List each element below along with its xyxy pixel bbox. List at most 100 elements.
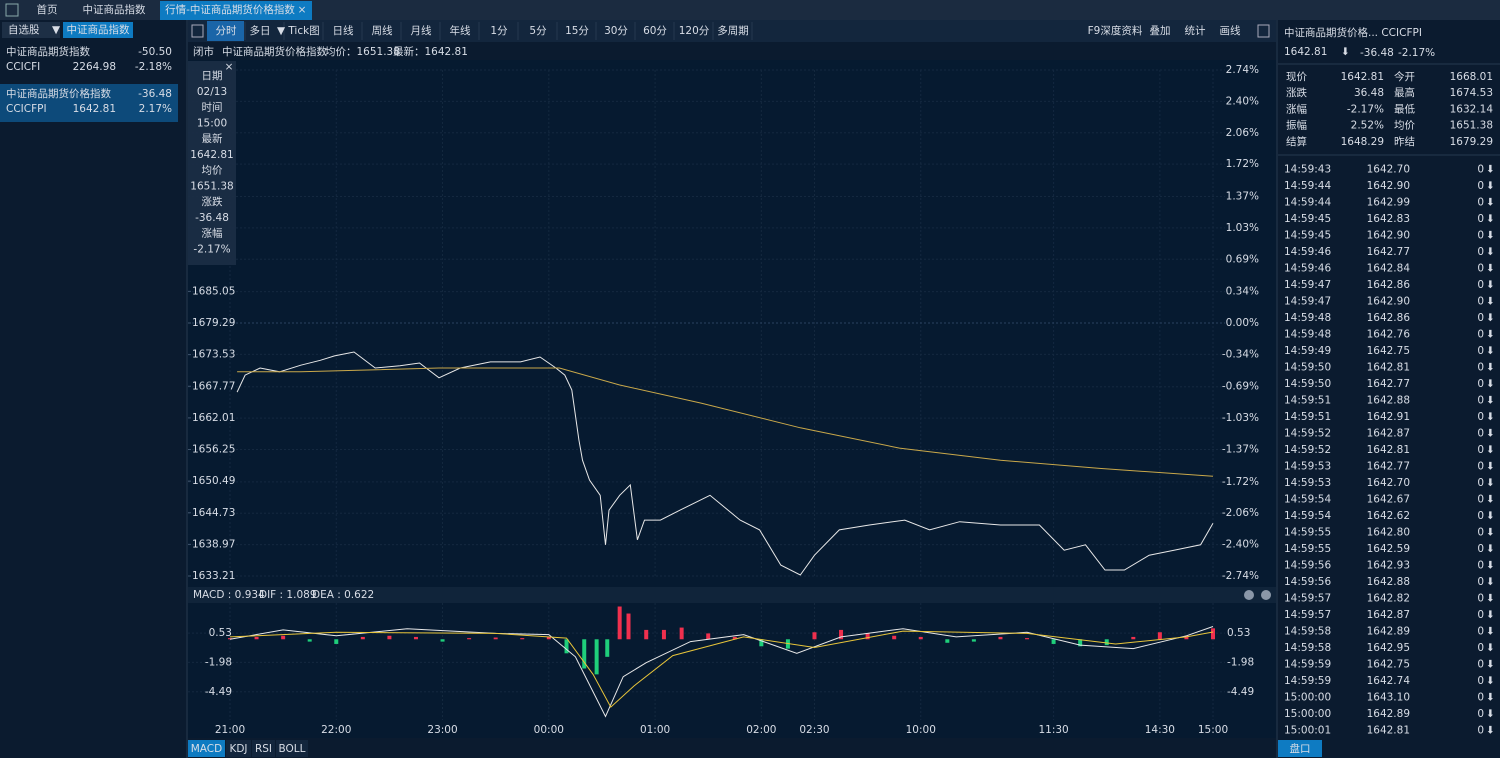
y2-tick-label: -2.40%	[1222, 539, 1259, 551]
down-arrow: ⬇	[1486, 246, 1495, 258]
down-arrow: ⬇	[1486, 444, 1495, 456]
trade-price: 1642.82	[1367, 593, 1410, 605]
toolbar-button[interactable]: 多周期	[717, 24, 749, 37]
trade-volume: 0	[1477, 296, 1484, 308]
toolbar-button[interactable]: 统计	[1185, 24, 1207, 37]
y-tick-label: 1667.77	[192, 380, 235, 392]
x-tick-label: 21:00	[215, 724, 245, 736]
trade-volume: 0	[1477, 263, 1484, 275]
y2-tick-label: 1.03%	[1226, 222, 1259, 234]
tab-close[interactable]: ×	[298, 4, 307, 16]
toolbar-button[interactable]: 120分	[679, 25, 710, 37]
macd-bar	[812, 632, 817, 640]
trade-time: 14:59:45	[1284, 213, 1331, 225]
toolbar-button[interactable]: Tick图	[287, 25, 319, 37]
indicator-tab[interactable]	[252, 740, 275, 757]
trade-time: 14:59:43	[1284, 164, 1331, 176]
sidebar-button[interactable]	[2, 22, 60, 38]
trade-volume: 0	[1477, 675, 1484, 687]
stat-label: 涨幅	[1286, 102, 1307, 115]
item-price: 2264.98	[73, 61, 116, 73]
active-button[interactable]	[207, 21, 244, 41]
macd-bar	[706, 633, 711, 640]
stat-label: 今开	[1394, 70, 1415, 83]
line	[229, 630, 1214, 708]
toolbar-button[interactable]: 5分	[529, 25, 547, 37]
indicator-tab-label[interactable]: MACD	[191, 743, 222, 755]
close-icon[interactable]	[1244, 590, 1254, 600]
macd-bar	[865, 633, 870, 640]
indicator-tab-label[interactable]: RSI	[255, 743, 272, 755]
toolbar-button[interactable]: 叠加	[1150, 25, 1171, 37]
tab[interactable]: 首页	[37, 3, 58, 16]
indicator-tab[interactable]	[276, 740, 308, 757]
tooltip-value: 1651.38	[190, 181, 233, 193]
stat-value: 1648.29	[1341, 136, 1384, 148]
toolbar-button[interactable]: 30分	[604, 25, 628, 37]
trade-volume: 0	[1477, 378, 1484, 390]
toolbar-button[interactable]: 多日	[250, 24, 271, 37]
trade-time: 15:00:01	[1284, 725, 1331, 737]
down-arrow: ⬇	[1486, 395, 1495, 407]
toolbar-button[interactable]: 月线	[411, 24, 432, 37]
indicator-tab[interactable]	[226, 740, 251, 757]
y2-tick-label: 1.72%	[1226, 158, 1259, 170]
trade-time: 14:59:58	[1284, 626, 1331, 638]
toolbar-button[interactable]: 周线	[372, 24, 393, 37]
y2-tick-label: -0.34%	[1222, 348, 1259, 360]
down-arrow: ⬇	[1486, 659, 1495, 671]
y2-tick-label: 0.00%	[1226, 317, 1259, 329]
macd-bar	[360, 636, 365, 640]
toolbar-button[interactable]: 日线	[333, 24, 354, 37]
y-tick-label: 1673.53	[192, 349, 235, 361]
toolbar-button[interactable]: 年线	[450, 24, 471, 37]
tab[interactable]: 行情-中证商品期货价格指数	[165, 3, 295, 16]
stat-label: 结算	[1286, 135, 1307, 148]
macd-bar	[998, 636, 1003, 640]
toolbar-button[interactable]: 15分	[565, 25, 589, 37]
trade-time: 14:59:52	[1284, 444, 1331, 456]
tooltip-close[interactable]: ×	[225, 61, 234, 73]
panel-button-label[interactable]: 盘口	[1290, 742, 1311, 755]
trade-volume: 0	[1477, 576, 1484, 588]
trade-volume: 0	[1477, 642, 1484, 654]
sidebar-button-label[interactable]: 中证商品指数	[67, 23, 130, 36]
toolbar-button[interactable]: F9深度资料	[1088, 24, 1143, 37]
trade-volume: 0	[1477, 345, 1484, 357]
active-tab[interactable]	[160, 1, 312, 20]
sidebar-button-label[interactable]: 自选股	[8, 23, 40, 36]
panel-button[interactable]	[1278, 740, 1322, 757]
macd-bar	[582, 639, 587, 669]
trade-time: 14:59:53	[1284, 461, 1331, 473]
settings-icon[interactable]	[1261, 590, 1271, 600]
sidebar-button[interactable]	[63, 22, 133, 38]
panel-toggle	[1257, 24, 1270, 38]
trade-time: 14:59:59	[1284, 675, 1331, 687]
selected-row[interactable]	[0, 84, 178, 122]
last-price: 最新：1642.81	[393, 45, 468, 58]
down-arrow: ⬇	[1486, 180, 1495, 192]
toolbar-button[interactable]: 60分	[643, 25, 667, 37]
trade-time: 14:59:54	[1284, 510, 1331, 522]
macd-bar	[1078, 639, 1083, 647]
indicator-tab[interactable]	[188, 740, 225, 757]
item-name: 中证商品期货价格指数	[6, 87, 111, 100]
toolbar-button[interactable]: 1分	[490, 25, 508, 37]
toolbar-button[interactable]: 分时	[216, 25, 237, 37]
macd-bar	[493, 637, 498, 640]
item-change: -36.48	[138, 88, 172, 100]
macd-bar	[605, 639, 610, 657]
tab[interactable]: 中证商品指数	[83, 3, 146, 16]
toolbar-button[interactable]: 画线	[1220, 24, 1242, 37]
trade-time: 14:59:50	[1284, 378, 1331, 390]
y2-tick-label: 2.40%	[1226, 95, 1259, 107]
indicator-tab-label[interactable]: KDJ	[229, 743, 247, 755]
quote-change: -36.48	[1360, 47, 1394, 59]
indicator-tab-label[interactable]: BOLL	[279, 743, 306, 755]
tooltip-value: 15:00	[197, 118, 227, 130]
tooltip-value: 02/13	[197, 86, 227, 98]
macd-bar	[971, 639, 976, 642]
trade-price: 1642.89	[1367, 626, 1410, 638]
down-arrow: ⬇	[1486, 378, 1495, 390]
